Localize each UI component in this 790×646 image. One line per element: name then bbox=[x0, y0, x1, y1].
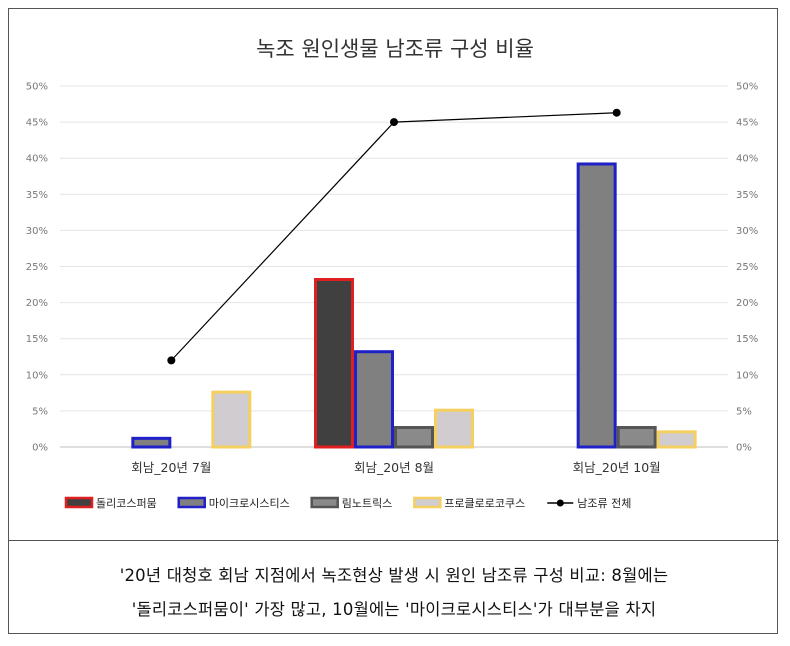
chart-title: 녹조 원인생물 남조류 구성 비율 bbox=[256, 37, 534, 61]
y-tick-label-left: 25% bbox=[26, 262, 48, 273]
y-tick-label-right: 50% bbox=[736, 82, 758, 93]
bar bbox=[354, 350, 394, 449]
y-axis-right: 0% 5% 10% 15% 20% 25% 30% 35% 40% 45% 50% bbox=[736, 82, 758, 454]
y-tick-label-right: 35% bbox=[736, 190, 758, 201]
line-series bbox=[170, 112, 617, 361]
legend-label: 마이크로시스티스 bbox=[209, 497, 290, 510]
legend-marker bbox=[556, 499, 564, 507]
legend-label: 림노트릭스 bbox=[342, 497, 393, 510]
y-tick-label-right: 40% bbox=[736, 154, 758, 165]
y-tick-label-right: 15% bbox=[736, 334, 758, 345]
x-tick-label: 회남_20년 8월 bbox=[354, 460, 434, 475]
bar bbox=[314, 277, 354, 449]
y-tick-label-left: 45% bbox=[26, 118, 48, 129]
line-point bbox=[167, 356, 176, 365]
legend-swatch bbox=[64, 496, 94, 509]
y-tick-label-left: 10% bbox=[26, 370, 48, 381]
y-tick-label-left: 40% bbox=[26, 154, 48, 165]
line-point bbox=[612, 108, 621, 117]
x-tick-label: 회남_20년 7월 bbox=[131, 460, 211, 475]
bar bbox=[131, 436, 172, 449]
y-tick-label-right: 20% bbox=[736, 298, 758, 309]
y-tick-label-left: 15% bbox=[26, 334, 48, 345]
legend-swatch bbox=[413, 496, 442, 509]
y-tick-label-right: 25% bbox=[736, 262, 758, 273]
caption-box: '20년 대청호 회남 지점에서 녹조현상 발생 시 원인 남조류 구성 비교:… bbox=[9, 540, 779, 634]
y-tick-label-left: 0% bbox=[32, 443, 48, 454]
bars bbox=[131, 162, 697, 449]
y-tick-label-left: 35% bbox=[26, 190, 48, 201]
y-axis-left: 0% 5% 10% 15% 20% 25% 30% 35% 40% 45% 50% bbox=[26, 82, 48, 454]
y-tick-label-left: 50% bbox=[26, 82, 48, 93]
legend: 돌리코스퍼뭄 마이크로시스티스 림노트릭스 프로클로로코쿠스 남조류 전체 bbox=[64, 496, 631, 510]
legend-label: 돌리코스퍼뭄 bbox=[96, 497, 157, 510]
y-tick-label-right: 5% bbox=[736, 406, 752, 417]
chart: 녹조 원인생물 남조류 구성 비율 0% 5% 10% 15% 20% 25% 30% 35%… bbox=[26, 37, 758, 510]
bar bbox=[211, 390, 252, 449]
y-tick-label-right: 0% bbox=[736, 443, 752, 454]
y-tick-label-left: 5% bbox=[32, 406, 48, 417]
bar bbox=[434, 408, 474, 449]
line-point bbox=[390, 118, 398, 127]
y-tick-label-right: 45% bbox=[736, 118, 758, 129]
legend-swatch bbox=[310, 496, 339, 509]
legend-swatch bbox=[177, 496, 206, 509]
caption-line-1: '20년 대청호 회남 지점에서 녹조현상 발생 시 원인 남조류 구성 비교:… bbox=[119, 566, 669, 585]
legend-label: 남조류 전체 bbox=[577, 497, 631, 510]
y-tick-label-left: 20% bbox=[26, 298, 48, 309]
bar bbox=[616, 426, 657, 449]
caption-line-2: '돌리코스퍼뭄이' 가장 많고, 10월에는 '마이크로시스티스'가 대부분을 … bbox=[131, 600, 657, 619]
legend-label: 프로클로로코쿠스 bbox=[444, 497, 525, 510]
y-tick-label-right: 10% bbox=[736, 370, 758, 381]
x-tick-label: 회남_20년 10월 bbox=[573, 460, 661, 475]
bar bbox=[656, 430, 697, 449]
y-tick-label-left: 30% bbox=[26, 226, 48, 237]
total-line bbox=[167, 108, 621, 365]
bar bbox=[394, 426, 434, 449]
x-axis: 회남_20년 7월 회남_20년 8월 회남_20년 10월 bbox=[131, 460, 660, 475]
y-tick-label-right: 30% bbox=[736, 226, 758, 237]
chart-frame bbox=[8, 8, 778, 634]
bar bbox=[576, 162, 617, 449]
